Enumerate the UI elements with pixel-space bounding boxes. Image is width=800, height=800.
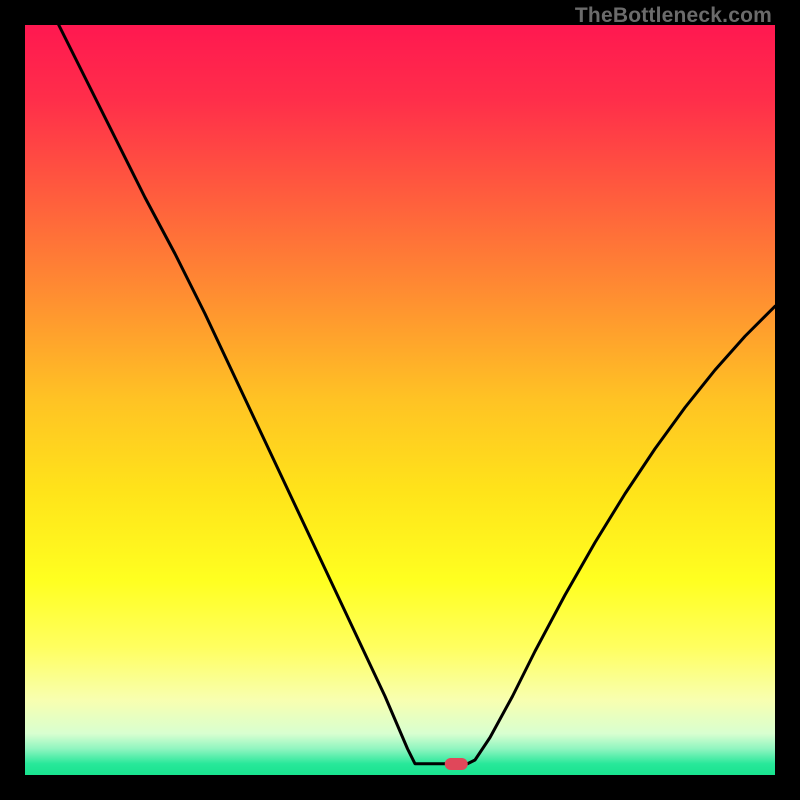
bottleneck-curve <box>25 25 775 775</box>
chart-frame: { "watermark": { "text": "TheBottleneck.… <box>0 0 800 800</box>
minimum-marker <box>445 758 468 770</box>
plot-area <box>25 25 775 775</box>
